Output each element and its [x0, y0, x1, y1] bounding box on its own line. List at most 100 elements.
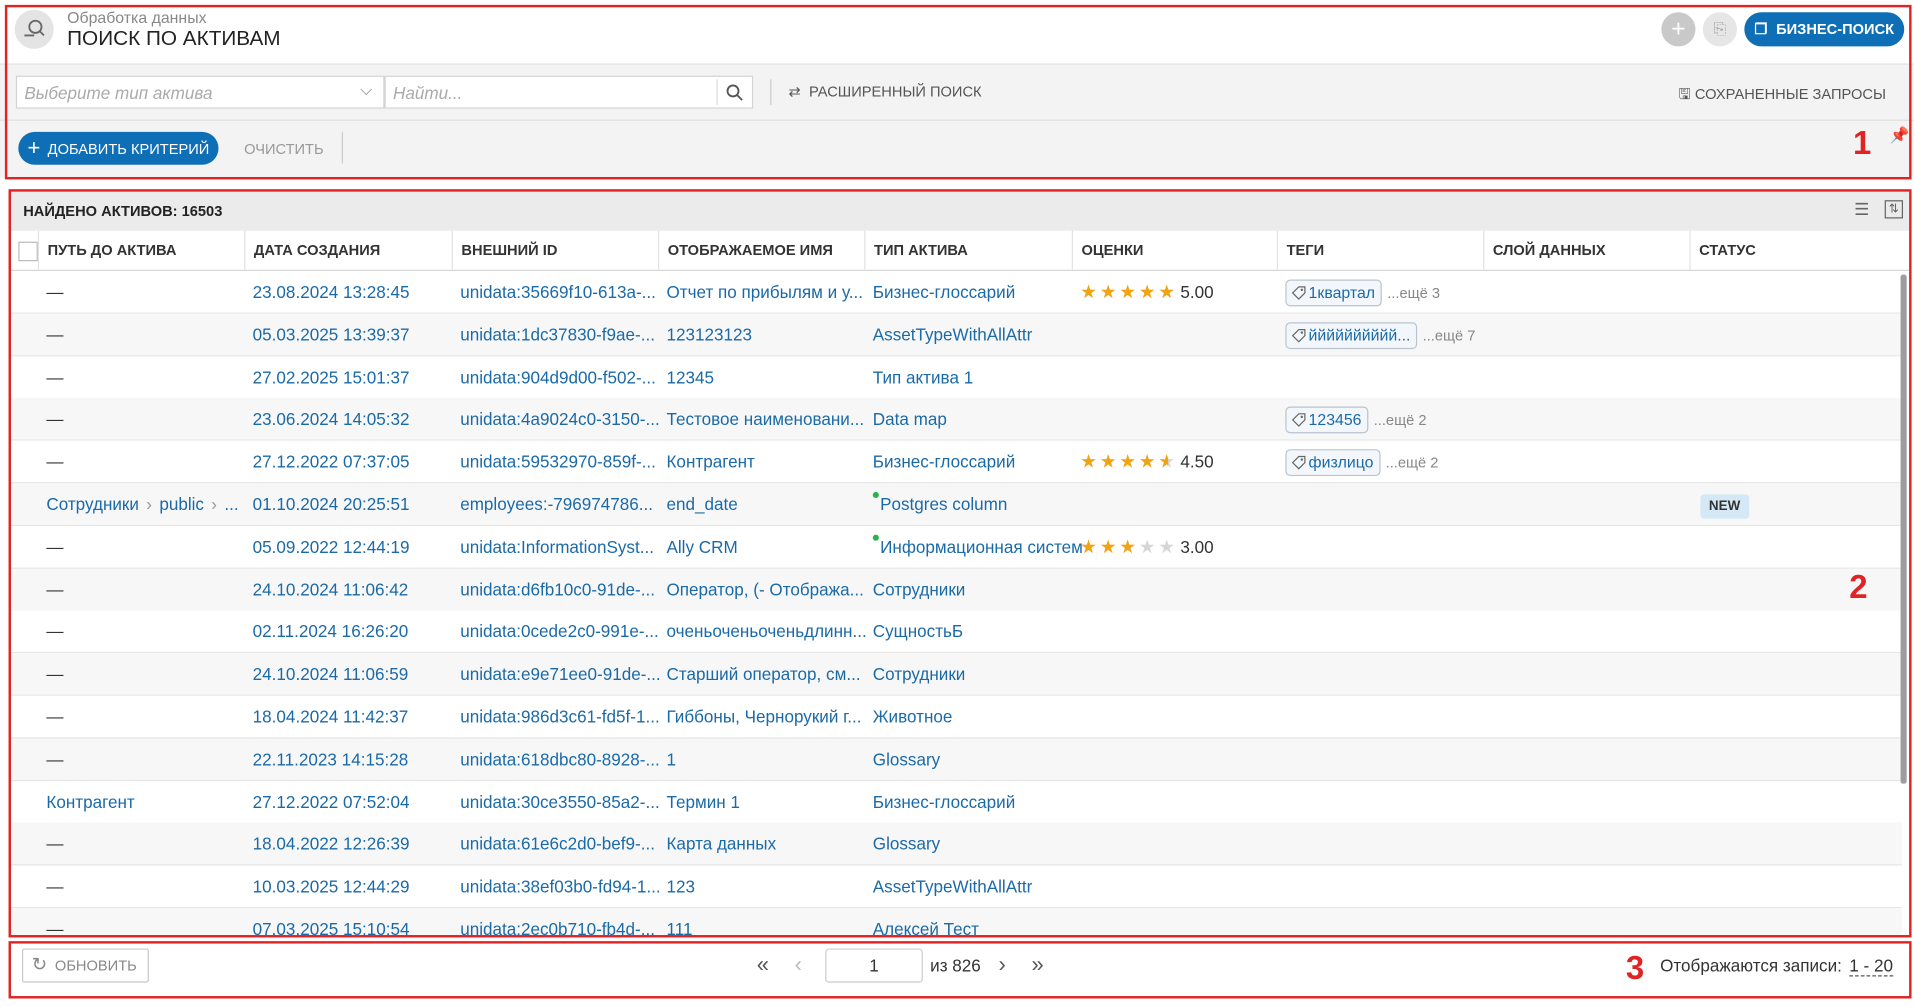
asset-type[interactable]: Информационная систем	[880, 536, 1083, 557]
first-page[interactable]: «	[756, 952, 770, 977]
table-row[interactable]: — 05.03.2025 13:39:37 unidata:1dc37830-f9a…	[10, 313, 1902, 357]
table-row[interactable]: — 18.04.2024 11:42:37 unidata:986d3c61-fd5…	[10, 695, 1902, 739]
table-row[interactable]: — 24.10.2024 11:06:42 unidata:d6fb10c0-91d…	[10, 568, 1902, 612]
tags-more[interactable]: ...ещё 2	[1373, 411, 1427, 429]
created-date[interactable]: 07.03.2025 15:10:54	[252, 919, 410, 936]
table-row[interactable]: — 10.03.2025 12:44:29 unidata:38ef03b0-fd9…	[10, 865, 1902, 909]
asset-type[interactable]: AssetTypeWithAllAttr	[872, 876, 1033, 897]
asset-type[interactable]: Postgres column	[880, 494, 1008, 514]
external-id[interactable]: unidata:59532970-859f-...	[460, 451, 656, 472]
pin-icon[interactable]: 📌	[1889, 125, 1910, 145]
created-date[interactable]: 23.06.2024 14:05:32	[252, 409, 410, 429]
created-date[interactable]: 02.11.2024 16:26:20	[252, 621, 409, 642]
asset-type-select[interactable]	[15, 75, 385, 109]
created-date[interactable]: 05.03.2025 13:39:37	[252, 324, 410, 344]
column-header[interactable]: СЛОЙ ДАННЫХ	[1483, 230, 1689, 271]
records-range[interactable]: 1 - 20	[1849, 955, 1894, 977]
external-id[interactable]: employees:-796974786...	[460, 494, 654, 514]
path-item[interactable]: ...	[224, 494, 239, 514]
display-name[interactable]: 1	[666, 749, 676, 769]
display-name[interactable]: Контрагент	[666, 451, 755, 472]
display-name[interactable]: Отчет по прибылям и у...	[666, 281, 864, 302]
asset-type[interactable]: Glossary	[872, 834, 941, 854]
display-name[interactable]: 12345	[666, 366, 715, 387]
column-header[interactable]: ОТОБРАЖАЕМОЕ ИМЯ	[657, 230, 864, 271]
created-date[interactable]: 27.12.2022 07:37:05	[252, 451, 410, 472]
created-date[interactable]: 24.10.2024 11:06:42	[252, 579, 409, 599]
asset-type[interactable]: Бизнес-глоссарий	[872, 791, 1016, 812]
columns-icon[interactable]: ⇅	[1884, 200, 1904, 219]
search-input[interactable]	[384, 75, 754, 109]
external-id[interactable]: unidata:904d9d00-f502-...	[460, 366, 656, 387]
external-id[interactable]: unidata:e9e71ee0-91de-...	[460, 664, 661, 684]
external-id[interactable]: unidata:0cede2c0-991e-...	[460, 621, 659, 642]
asset-type[interactable]: Бизнес-глоссарий	[872, 281, 1016, 302]
refresh-button[interactable]: ↻ ОБНОВИТЬ	[21, 948, 149, 983]
density-icon[interactable]: ☰	[1854, 198, 1870, 219]
external-id[interactable]: unidata:1dc37830-f9ae-...	[460, 324, 655, 344]
next-page[interactable]: ›	[998, 952, 1006, 977]
external-id[interactable]: unidata:InformationSyst...	[460, 536, 654, 557]
asset-type[interactable]: Сотрудники	[872, 579, 966, 599]
tags-more[interactable]: ...ещё 7	[1422, 326, 1476, 344]
external-id[interactable]: unidata:30ce3550-85a2-...	[460, 791, 660, 812]
display-name[interactable]: Оператор, (- Отобража...	[666, 579, 864, 599]
table-row[interactable]: — 23.08.2024 13:28:45 unidata:35669f10-613…	[10, 270, 1902, 314]
business-search-button[interactable]: ❐ БИЗНЕС-ПОИСК	[1744, 12, 1905, 47]
tag[interactable]: йййййййййй...	[1285, 322, 1418, 349]
created-date[interactable]: 18.04.2024 11:42:37	[252, 706, 409, 727]
external-id[interactable]: unidata:2ec0b710-fb4d-...	[460, 919, 655, 936]
table-row[interactable]: — 27.02.2025 15:01:37 unidata:904d9d00-f50…	[10, 355, 1902, 399]
external-id[interactable]: unidata:618dbc80-8928-...	[460, 749, 660, 769]
external-id[interactable]: unidata:61e6c2d0-bef9-...	[460, 834, 655, 854]
column-header[interactable]: СТАТУС	[1689, 230, 1889, 271]
display-name[interactable]: Карта данных	[666, 834, 777, 854]
table-row[interactable]: — 23.06.2024 14:05:32 unidata:4a9024c0-315…	[10, 398, 1902, 442]
column-header[interactable]: ПУТЬ ДО АКТИВА	[37, 230, 244, 271]
table-row[interactable]: Сотрудники › public ›... 01.10.2024 20:25:51…	[10, 483, 1902, 527]
add-button[interactable]: +	[1661, 12, 1696, 47]
asset-type[interactable]: AssetTypeWithAllAttr	[872, 324, 1033, 344]
add-criterion-button[interactable]: + ДОБАВИТЬ КРИТЕРИЙ	[18, 131, 219, 165]
tag[interactable]: физлицо	[1285, 449, 1381, 477]
column-header[interactable]: ТЕГИ	[1276, 230, 1483, 271]
asset-type[interactable]: Бизнес-глоссарий	[872, 451, 1016, 472]
external-id[interactable]: unidata:d6fb10c0-91de-...	[460, 579, 655, 599]
asset-type[interactable]: Glossary	[872, 749, 941, 769]
tags-more[interactable]: ...ещё 3	[1387, 284, 1441, 302]
table-row[interactable]: — 05.09.2022 12:44:19 unidata:InformationS…	[10, 525, 1902, 569]
saved-queries[interactable]: 🖫 СОХРАНЕННЫЕ ЗАПРОСЫ	[1678, 83, 1886, 109]
created-date[interactable]: 10.03.2025 12:44:29	[252, 876, 410, 897]
column-header[interactable]: ОЦЕНКИ	[1071, 230, 1277, 271]
table-row[interactable]: — 27.12.2022 07:37:05 unidata:59532970-859…	[10, 440, 1902, 484]
external-id[interactable]: unidata:4a9024c0-3150-...	[460, 409, 660, 429]
path-item[interactable]: Сотрудники	[46, 494, 139, 514]
display-name[interactable]: Термин 1	[666, 791, 740, 812]
asset-type[interactable]: Сотрудники	[872, 664, 966, 684]
external-id[interactable]: unidata:38ef03b0-fd94-1...	[460, 876, 661, 897]
created-date[interactable]: 27.02.2025 15:01:37	[252, 366, 410, 387]
advanced-search[interactable]: ⇄ РАСШИРЕННЫЙ ПОИСК	[789, 83, 982, 100]
asset-type[interactable]: Data map	[872, 409, 947, 429]
last-page[interactable]: »	[1031, 952, 1044, 977]
asset-type[interactable]: Алексей Тест	[872, 919, 980, 936]
created-date[interactable]: 18.04.2022 12:26:39	[252, 834, 410, 854]
asset-type[interactable]: Животное	[872, 706, 953, 727]
table-row[interactable]: Контрагент 27.12.2022 07:52:04 unidata:30c…	[10, 780, 1902, 824]
display-name[interactable]: end_date	[666, 494, 738, 514]
display-name[interactable]: Тестовое наименовани...	[666, 409, 865, 429]
column-header[interactable]: ТИП АКТИВА	[864, 230, 1072, 271]
tag[interactable]: 1квартал	[1285, 279, 1383, 307]
created-date[interactable]: 05.09.2022 12:44:19	[252, 536, 410, 557]
page-input[interactable]: 1	[825, 948, 923, 983]
table-row[interactable]: — 24.10.2024 11:06:59 unidata:e9e71ee0-91d…	[10, 653, 1902, 697]
table-row[interactable]: — 02.11.2024 16:26:20 unidata:0cede2c0-991…	[10, 610, 1902, 654]
tag[interactable]: 123456	[1285, 406, 1369, 434]
display-name[interactable]: 123	[666, 876, 695, 897]
export-button[interactable]: ⎘	[1702, 12, 1737, 47]
column-header[interactable]: ВНЕШНИЙ ID	[451, 230, 658, 271]
external-id[interactable]: unidata:35669f10-613a-...	[460, 281, 656, 302]
display-name[interactable]: 111	[666, 919, 693, 936]
scrollbar[interactable]	[1900, 274, 1907, 784]
created-date[interactable]: 22.11.2023 14:15:28	[252, 749, 409, 769]
